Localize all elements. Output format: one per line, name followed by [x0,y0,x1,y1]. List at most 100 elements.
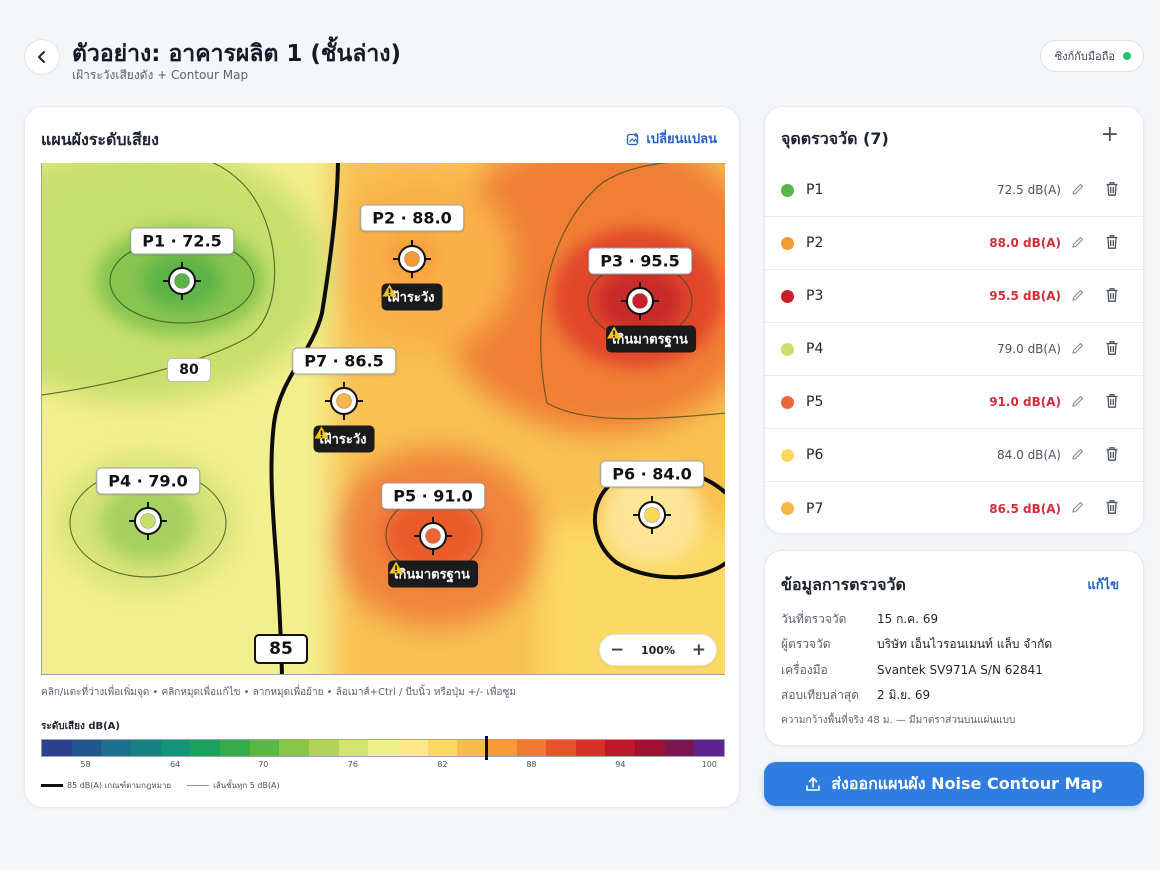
trash-icon[interactable] [1105,393,1119,413]
point-name: P6 [806,447,824,463]
crosshair-icon [325,382,363,420]
legend-swatch [249,740,280,756]
info-row-instrument: เครื่องมือ Svantek SV971A S/N 62841 [781,663,1043,677]
trash-icon[interactable] [1105,181,1119,201]
legend-swatch [279,740,309,756]
pencil-icon[interactable] [1071,446,1085,465]
zoom-level: 100% [641,643,675,657]
legend-swatch [219,740,250,756]
map-marker-pin[interactable] [633,496,671,534]
pencil-icon[interactable] [1071,499,1085,518]
point-row[interactable]: P7 86.5 dB(A) [765,482,1143,533]
point-row[interactable]: P4 79.0 dB(A) [765,323,1143,376]
point-value: 95.5 dB(A) [989,289,1061,303]
legend-swatch [338,740,369,756]
contour-value-label: 80 [167,358,211,382]
point-color-dot [781,342,794,356]
map-marker-badge: เฝ้าระวัง [313,425,375,453]
legend-swatch [427,740,458,756]
pencil-icon[interactable] [1071,181,1085,200]
point-color-dot [781,448,794,462]
legend-swatch [486,740,517,756]
trash-icon[interactable] [1105,446,1119,466]
crosshair-icon [621,282,659,320]
pencil-icon[interactable] [1071,340,1085,359]
map-marker-label[interactable]: P6 · 84.0 [600,460,704,488]
point-value: 72.5 dB(A) [997,183,1061,197]
map-marker-label[interactable]: P1 · 72.5 [130,227,234,255]
zoom-out-button[interactable]: − [610,639,625,660]
legend-swatch [42,740,72,756]
noise-contour-map[interactable]: 80 85 P1 · 72.5 P2 · 88.0 เฝ้าระวัง P3 · 95.… [41,163,725,675]
legend-tick-label: 94 [615,760,626,769]
point-color-dot [781,183,794,197]
point-value: 86.5 dB(A) [989,501,1061,516]
point-row[interactable]: P6 84.0 dB(A) [765,429,1143,482]
point-value: 91.0 dB(A) [989,395,1061,409]
point-row[interactable]: P5 91.0 dB(A) [765,376,1143,429]
legend-swatch [664,740,695,756]
change-plan-button[interactable]: เปลี่ยนแปลน [626,128,717,149]
legend-key-legal: 85 dB(A) เกณฑ์ตามกฎหมาย [41,779,171,792]
sync-mobile-button[interactable]: ซิงก์กับมือถือ [1039,40,1144,72]
pencil-icon[interactable] [1071,393,1085,412]
pencil-icon[interactable] [1071,234,1085,253]
map-marker-label[interactable]: P5 · 91.0 [381,482,485,510]
crosshair-icon [633,496,671,534]
map-marker-pin[interactable] [129,502,167,540]
info-row-calibration: สอบเทียบล่าสุด 2 มิ.ย. 69 [781,688,931,702]
trash-icon[interactable] [1105,287,1119,307]
point-row[interactable]: P3 95.5 dB(A) [765,270,1143,323]
legend-key-contour: เส้นชั้นทุก 5 dB(A) [187,779,280,792]
map-marker-label[interactable]: P3 · 95.5 [588,247,692,275]
sync-label: ซิงก์กับมือถือ [1054,50,1115,63]
legend-tick-label: 70 [258,760,269,769]
trash-icon[interactable] [1105,234,1119,254]
point-row[interactable]: P2 88.0 dB(A) [765,217,1143,270]
points-title: จุดตรวจวัด (7) [781,129,889,148]
point-value: 79.0 dB(A) [997,342,1061,356]
point-color-dot [781,502,794,515]
point-color-dot [781,395,794,409]
map-marker-badge: เกินมาตรฐาน [388,560,478,588]
trash-icon[interactable] [1105,499,1119,519]
map-marker-label[interactable]: P4 · 79.0 [96,467,200,495]
info-note: ความกว้างพื้นที่จริง 48 ม. — มีมาตราส่วน… [781,715,1016,726]
map-marker-pin[interactable] [621,282,659,320]
point-name: P5 [806,394,824,410]
export-label: ส่งออกแผนผัง Noise Contour Map [831,773,1103,793]
point-row[interactable]: P1 72.5 dB(A) [765,164,1143,217]
page-title: ตัวอย่าง: อาคารผลิต 1 (ชั้นล่าง) [72,41,401,67]
map-marker-pin[interactable] [325,382,363,420]
zoom-in-button[interactable]: + [691,639,706,660]
map-marker-label[interactable]: P7 · 86.5 [292,347,396,375]
legend-swatch [101,740,131,756]
map-marker-pin[interactable] [393,240,431,278]
warning-icon [314,426,329,439]
export-map-button[interactable]: ส่งออกแผนผัง Noise Contour Map [764,762,1144,806]
point-value: 84.0 dB(A) [997,448,1061,462]
upload-icon [806,777,821,791]
legend-tick-label: 82 [437,760,448,769]
map-marker-label[interactable]: P2 · 88.0 [360,204,464,232]
trash-icon[interactable] [1105,340,1119,360]
warning-icon [607,326,622,339]
map-marker-pin[interactable] [414,517,452,555]
legend-swatch [190,740,220,756]
pencil-icon[interactable] [1071,287,1085,306]
image-edit-icon [627,132,639,145]
info-edit-button[interactable]: แก้ไข [1087,578,1119,593]
add-point-button[interactable]: + [1100,122,1119,147]
info-card: ข้อมูลการตรวจวัด แก้ไข วันที่ตรวจวัด 15 ก… [764,550,1144,746]
map-marker-badge: เกินมาตรฐาน [606,325,696,353]
point-name: P1 [806,182,824,198]
legend-tick-label: 64 [169,760,181,769]
legend-title: ระดับเสียง dB(A) [41,721,120,732]
warning-icon [382,284,397,297]
back-button[interactable] [24,39,60,75]
map-marker-pin[interactable] [163,262,201,300]
legend-swatch [71,740,102,756]
point-color-dot [781,236,794,250]
point-name: P2 [806,235,824,251]
crosshair-icon [163,262,201,300]
